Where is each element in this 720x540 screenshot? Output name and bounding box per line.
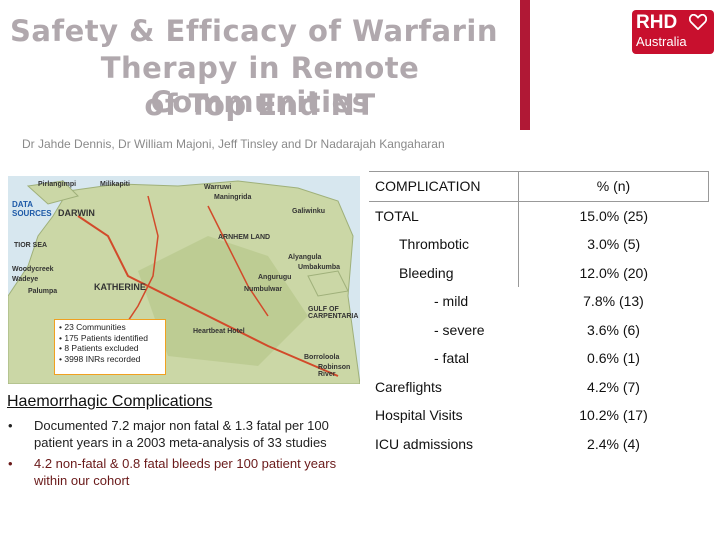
row-label: Thrombotic [369,230,519,259]
table-header-row: COMPLICATION % (n) [369,171,709,202]
legend-item: 23 Communities [59,322,161,333]
slide-title-line-3: of Top End NT [144,88,376,122]
heart-icon [689,14,707,30]
row-label: - severe [434,321,485,338]
map-place-label: ARNHEM LAND [218,234,271,241]
row-label: TOTAL [369,201,519,230]
table-row: Bleeding 12.0% (20) [369,258,709,287]
top-end-map: DATA SOURCES Pirlangimpi Milikapiti Warr… [8,176,360,384]
bullet-item: 4.2 non-fatal & 0.8 fatal bleeds per 100… [8,456,353,489]
table-row: - mild 7.8% (13) [369,287,709,316]
authors-line: Dr Jahde Dennis, Dr William Majoni, Jeff… [22,137,445,151]
map-place-label: Pirlangimpi [38,181,77,188]
table-row: Thrombotic 3.0% (5) [369,230,709,259]
legend-item: 175 Patients identified [59,333,161,344]
table-row: ICU admissions 2.4% (4) [369,430,709,459]
map-place-label: Milikapiti [100,181,130,188]
map-place-label: TIOR SEA [14,242,48,249]
map-place-label: Robinson River [318,364,351,378]
map-place-label: Maningrida [214,194,252,201]
row-label: - mild [434,293,469,310]
slide-title-line-1: Safety & Efficacy of Warfarin [10,14,498,48]
logo-sub: Australia [636,34,687,49]
map-place-label: Numbulwar [244,286,283,293]
map-place-label: Heartbeat Hotel [193,328,245,335]
haemorrhagic-heading: Haemorrhagic Complications [7,393,213,410]
map-place-label: Warruwi [204,184,232,191]
row-value: 3.6% (6) [587,321,640,338]
legend-item: 3998 INRs recorded [59,354,161,365]
row-value: 4.2% (7) [587,378,640,395]
map-place-label: KATHERINE [94,282,146,292]
table-row: - severe 3.6% (6) [369,316,709,345]
table-row: Careflights 4.2% (7) [369,373,709,402]
row-value: 12.0% (20) [579,264,648,281]
decorative-strip [520,0,530,130]
map-place-label: Galiwinku [292,208,326,215]
map-place-label: GULF OF CARPENTARIA [308,306,359,320]
row-label: Hospital Visits [375,407,463,424]
map-place-label: DARWIN [58,208,95,218]
complications-table: COMPLICATION % (n) TOTAL 15.0% (25) Thro… [369,171,709,458]
logo-brand: RHD [636,12,678,33]
map-place-label: Borroloola [304,354,340,361]
row-value: 0.6% (1) [587,350,640,367]
table-row: - fatal 0.6% (1) [369,344,709,373]
map-place-label: Alyangula [288,254,322,261]
row-value: 7.8% (13) [583,293,644,310]
row-value: 15.0% (25) [579,207,648,224]
map-place-label: Wadeye [12,276,39,283]
table-row: TOTAL 15.0% (25) [369,201,709,230]
header-percent: % (n) [518,171,709,202]
row-value: 10.2% (17) [579,407,648,424]
row-label: Careflights [375,378,442,395]
header-complication: COMPLICATION [369,171,519,202]
rhd-australia-logo: RHD Australia [632,10,714,54]
map-place-label: Palumpa [28,288,58,295]
row-value: 3.0% (5) [587,236,641,253]
haemorrhagic-bullets: Documented 7.2 major non fatal & 1.3 fat… [8,418,353,494]
map-place-label: Umbakumba [298,264,341,271]
row-label: Bleeding [369,258,519,287]
table-row: Hospital Visits 10.2% (17) [369,401,709,430]
map-place-label: Angurugu [258,274,292,281]
slide-title-line-2: Therapy in Remote Communities [100,51,420,119]
row-value: 2.4% (4) [587,435,640,452]
row-label: - fatal [434,350,470,367]
map-legend: 23 Communities 175 Patients identified 8… [54,319,166,375]
bullet-item: Documented 7.2 major non fatal & 1.3 fat… [8,418,353,451]
row-label: ICU admissions [375,435,474,452]
data-sources-label: DATA SOURCES [12,200,52,218]
legend-item: 8 Patients excluded [59,343,161,354]
map-place-label: Woodycreek [12,266,54,273]
